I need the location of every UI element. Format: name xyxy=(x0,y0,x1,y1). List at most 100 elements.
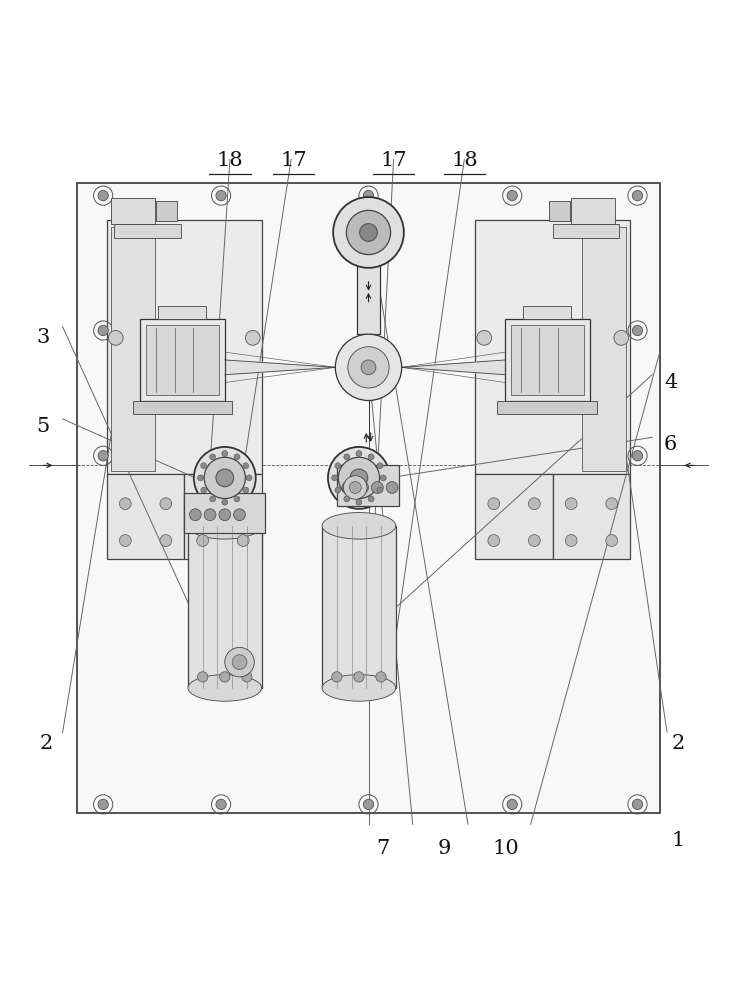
Text: 18: 18 xyxy=(451,151,478,170)
Circle shape xyxy=(343,454,349,460)
Bar xyxy=(146,325,219,395)
Circle shape xyxy=(350,469,368,487)
Circle shape xyxy=(220,672,230,682)
Circle shape xyxy=(198,672,208,682)
Circle shape xyxy=(528,498,540,510)
Circle shape xyxy=(237,498,249,510)
Circle shape xyxy=(98,799,108,810)
Circle shape xyxy=(243,487,249,493)
Bar xyxy=(188,526,262,688)
Circle shape xyxy=(606,498,618,510)
Circle shape xyxy=(488,535,500,546)
Polygon shape xyxy=(402,360,505,375)
Circle shape xyxy=(507,799,517,810)
Circle shape xyxy=(614,330,629,345)
Circle shape xyxy=(376,672,386,682)
Circle shape xyxy=(108,330,123,345)
Bar xyxy=(184,474,262,559)
Bar xyxy=(582,227,626,471)
Circle shape xyxy=(338,457,380,499)
Text: 17: 17 xyxy=(280,151,307,170)
Circle shape xyxy=(237,535,249,546)
Circle shape xyxy=(357,482,368,493)
Circle shape xyxy=(160,535,172,546)
Bar xyxy=(111,198,155,224)
Circle shape xyxy=(335,487,340,493)
Circle shape xyxy=(119,498,131,510)
Circle shape xyxy=(234,454,240,460)
Circle shape xyxy=(348,347,389,388)
Bar xyxy=(322,526,396,688)
Circle shape xyxy=(200,463,206,469)
Ellipse shape xyxy=(188,675,262,701)
Bar xyxy=(357,235,380,334)
Ellipse shape xyxy=(322,513,396,539)
Circle shape xyxy=(356,451,362,457)
Bar xyxy=(114,224,181,238)
Circle shape xyxy=(197,498,209,510)
Circle shape xyxy=(606,535,618,546)
Circle shape xyxy=(360,224,377,241)
Bar xyxy=(505,319,590,401)
Text: 6: 6 xyxy=(664,435,677,454)
Circle shape xyxy=(225,647,254,677)
Text: 17: 17 xyxy=(380,151,407,170)
Circle shape xyxy=(232,655,247,670)
Ellipse shape xyxy=(188,513,262,539)
Circle shape xyxy=(98,190,108,201)
Bar xyxy=(107,474,184,559)
Circle shape xyxy=(528,535,540,546)
Circle shape xyxy=(632,799,643,810)
Circle shape xyxy=(246,475,252,481)
Bar xyxy=(523,306,571,319)
Bar xyxy=(337,465,399,506)
Bar xyxy=(158,306,206,319)
Circle shape xyxy=(194,447,256,509)
Bar xyxy=(571,198,615,224)
Circle shape xyxy=(200,487,206,493)
Circle shape xyxy=(98,451,108,461)
Bar xyxy=(511,325,584,395)
Circle shape xyxy=(335,463,340,469)
Circle shape xyxy=(198,475,203,481)
Circle shape xyxy=(565,535,577,546)
Circle shape xyxy=(386,482,398,493)
Circle shape xyxy=(488,498,500,510)
Text: 2: 2 xyxy=(671,734,685,753)
Bar xyxy=(553,224,619,238)
Circle shape xyxy=(349,482,361,493)
Circle shape xyxy=(204,457,245,499)
Bar xyxy=(107,220,262,474)
Circle shape xyxy=(377,487,383,493)
Circle shape xyxy=(219,509,231,521)
Bar xyxy=(549,201,570,221)
Circle shape xyxy=(335,334,402,401)
Bar xyxy=(475,474,553,559)
Circle shape xyxy=(333,197,404,268)
Circle shape xyxy=(234,496,240,502)
Circle shape xyxy=(328,447,390,509)
Circle shape xyxy=(234,509,245,521)
Text: 4: 4 xyxy=(664,373,677,392)
Circle shape xyxy=(368,454,374,460)
Circle shape xyxy=(332,475,338,481)
Text: 9: 9 xyxy=(438,839,451,858)
Bar xyxy=(184,493,265,533)
Circle shape xyxy=(361,360,376,375)
Circle shape xyxy=(209,496,215,502)
Circle shape xyxy=(243,463,249,469)
Bar xyxy=(140,319,225,401)
Circle shape xyxy=(377,463,383,469)
Ellipse shape xyxy=(322,675,396,701)
Circle shape xyxy=(363,190,374,201)
Circle shape xyxy=(204,509,216,521)
Circle shape xyxy=(363,799,374,810)
Text: 10: 10 xyxy=(492,839,519,858)
Circle shape xyxy=(565,498,577,510)
Circle shape xyxy=(119,535,131,546)
Circle shape xyxy=(477,330,492,345)
Circle shape xyxy=(197,535,209,546)
Text: 18: 18 xyxy=(217,151,243,170)
Circle shape xyxy=(343,476,367,499)
Text: 7: 7 xyxy=(377,839,390,858)
